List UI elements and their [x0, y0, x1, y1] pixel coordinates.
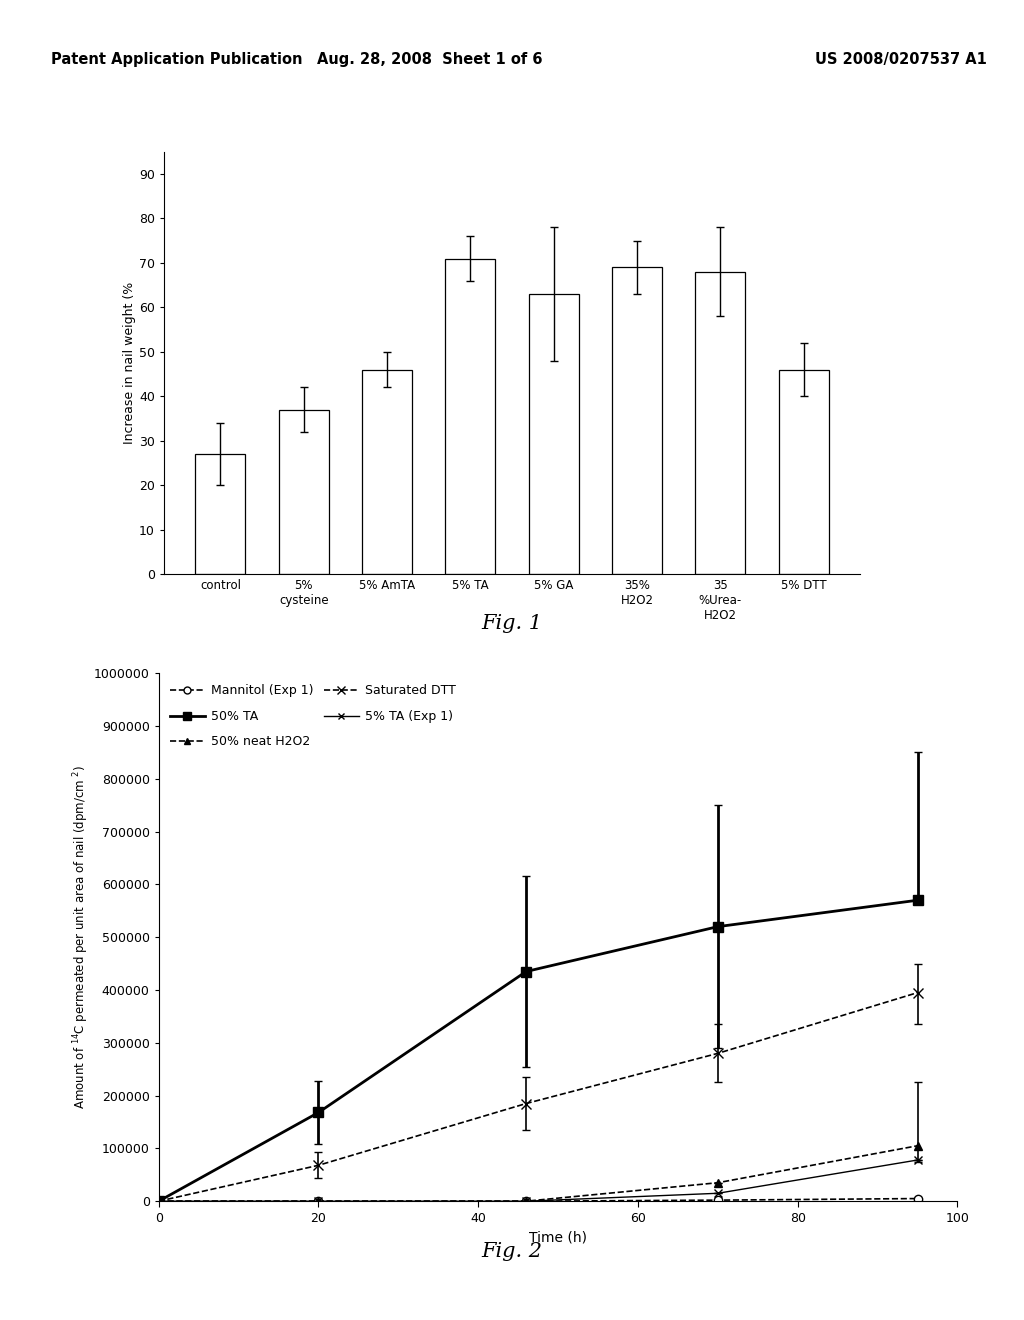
Bar — [612, 268, 662, 574]
Bar — [695, 272, 745, 574]
Bar — [196, 454, 246, 574]
Text: Aug. 28, 2008  Sheet 1 of 6: Aug. 28, 2008 Sheet 1 of 6 — [317, 51, 543, 67]
Bar — [778, 370, 828, 574]
Text: US 2008/0207537 A1: US 2008/0207537 A1 — [815, 51, 987, 67]
Bar — [362, 370, 412, 574]
X-axis label: Time (h): Time (h) — [529, 1230, 587, 1245]
Legend: Mannitol (Exp 1), 50% TA, 50% neat H2O2, Saturated DTT, 5% TA (Exp 1): Mannitol (Exp 1), 50% TA, 50% neat H2O2,… — [165, 680, 461, 754]
Bar — [279, 409, 329, 574]
Y-axis label: Increase in nail weight (%: Increase in nail weight (% — [123, 282, 136, 444]
Text: Patent Application Publication: Patent Application Publication — [51, 51, 303, 67]
Bar — [445, 259, 496, 574]
Text: Fig. 2: Fig. 2 — [481, 1242, 543, 1261]
Y-axis label: Amount of $^{14}$C permeated per unit area of nail (dpm/cm $^{2}$): Amount of $^{14}$C permeated per unit ar… — [72, 766, 91, 1109]
Bar — [528, 294, 579, 574]
Text: Fig. 1: Fig. 1 — [481, 614, 543, 632]
